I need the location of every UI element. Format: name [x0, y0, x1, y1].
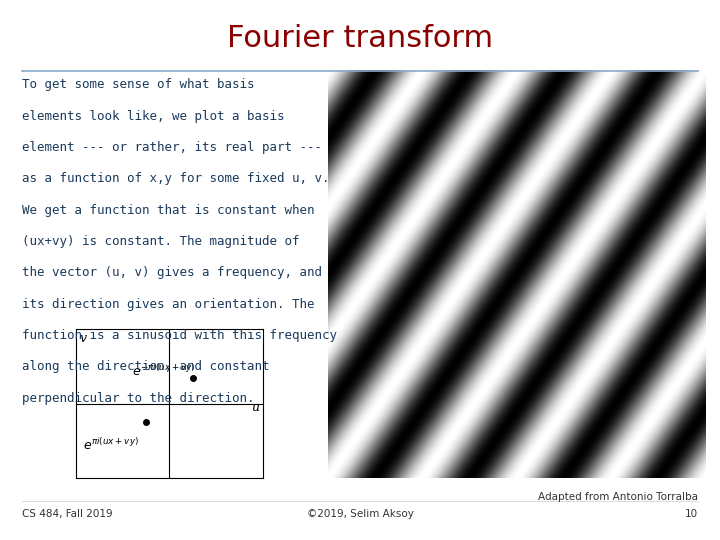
Text: perpendicular to the direction.: perpendicular to the direction. — [22, 392, 254, 404]
Text: $e^{-\pi i(ux+vy)}$: $e^{-\pi i(ux+vy)}$ — [132, 363, 195, 379]
Text: Fourier transform: Fourier transform — [227, 24, 493, 53]
Text: element --- or rather, its real part ---: element --- or rather, its real part --- — [22, 141, 322, 154]
Text: We get a function that is constant when: We get a function that is constant when — [22, 204, 314, 217]
Text: function is a sinusoid with this frequency: function is a sinusoid with this frequen… — [22, 329, 337, 342]
Text: along the direction, and constant: along the direction, and constant — [22, 360, 269, 373]
Text: elements look like, we plot a basis: elements look like, we plot a basis — [22, 110, 284, 123]
Text: its direction gives an orientation. The: its direction gives an orientation. The — [22, 298, 314, 310]
Text: u: u — [251, 401, 259, 414]
Text: CS 484, Fall 2019: CS 484, Fall 2019 — [22, 509, 112, 519]
Text: as a function of x,y for some fixed u, v.: as a function of x,y for some fixed u, v… — [22, 172, 329, 185]
Text: v: v — [79, 332, 86, 346]
Text: To get some sense of what basis: To get some sense of what basis — [22, 78, 254, 91]
Text: the vector (u, v) gives a frequency, and: the vector (u, v) gives a frequency, and — [22, 266, 322, 279]
Text: Adapted from Antonio Torralba: Adapted from Antonio Torralba — [539, 492, 698, 503]
Text: ©2019, Selim Aksoy: ©2019, Selim Aksoy — [307, 509, 413, 519]
Text: (ux+vy) is constant. The magnitude of: (ux+vy) is constant. The magnitude of — [22, 235, 299, 248]
Text: 10: 10 — [685, 509, 698, 519]
Text: $e^{\pi i(ux+vy)}$: $e^{\pi i(ux+vy)}$ — [83, 437, 139, 453]
